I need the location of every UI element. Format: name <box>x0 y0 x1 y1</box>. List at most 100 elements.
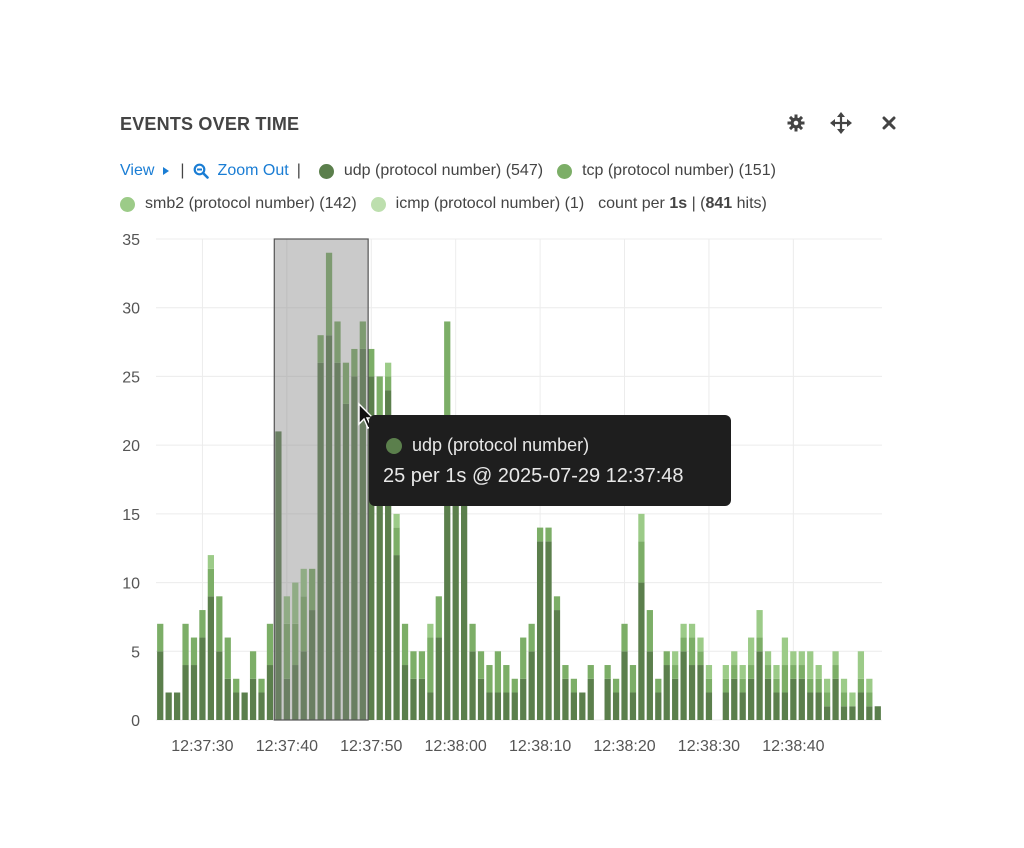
bar-segment[interactable] <box>756 610 763 638</box>
bar-segment[interactable] <box>815 678 822 693</box>
bar-segment[interactable] <box>342 362 350 404</box>
bar-segment[interactable] <box>587 665 594 679</box>
bar-segment[interactable] <box>790 651 797 666</box>
bar-segment[interactable] <box>469 623 476 652</box>
bar-segment[interactable] <box>790 678 797 720</box>
bar-segment[interactable] <box>503 665 510 693</box>
bar-segment[interactable] <box>249 651 257 679</box>
bar-segment[interactable] <box>874 706 881 720</box>
bar-segment[interactable] <box>697 651 704 666</box>
bar-segment[interactable] <box>418 678 426 720</box>
bar-segment[interactable] <box>199 610 206 638</box>
bar-segment[interactable] <box>857 678 865 693</box>
bar-segment[interactable] <box>638 513 645 542</box>
bar-segment[interactable] <box>207 555 214 569</box>
legend-item-tcp[interactable]: tcp (protocol number) (151) <box>557 162 776 180</box>
bar-segment[interactable] <box>300 651 307 720</box>
bar-segment[interactable] <box>866 692 873 707</box>
bar-segment[interactable] <box>376 445 383 720</box>
bar-segment[interactable] <box>292 582 299 624</box>
bar-segment[interactable] <box>570 692 577 720</box>
bar-segment[interactable] <box>781 665 789 693</box>
bar-segment[interactable] <box>528 623 535 652</box>
bar-segment[interactable] <box>849 706 856 720</box>
bar-segment[interactable] <box>385 362 392 377</box>
bar-segment[interactable] <box>705 692 713 720</box>
bar-segment[interactable] <box>748 665 755 679</box>
bar-segment[interactable] <box>857 651 865 679</box>
legend-item-udp[interactable]: udp (protocol number) (547) <box>318 162 543 180</box>
bar-segment[interactable] <box>190 637 198 666</box>
bar-segment[interactable] <box>553 596 561 611</box>
bar-segment[interactable] <box>672 678 679 720</box>
bar-segment[interactable] <box>798 665 805 679</box>
bar-segment[interactable] <box>173 692 181 720</box>
bar-segment[interactable] <box>435 596 442 638</box>
bar-segment[interactable] <box>511 678 518 693</box>
bar-segment[interactable] <box>773 692 780 720</box>
bar-segment[interactable] <box>503 692 510 720</box>
bar-segment[interactable] <box>376 376 383 446</box>
bar-segment[interactable] <box>731 665 738 679</box>
bar-segment[interactable] <box>385 390 392 720</box>
bar-segment[interactable] <box>157 651 164 720</box>
bar-segment[interactable] <box>334 321 341 363</box>
bar-segment[interactable] <box>798 651 805 666</box>
bar-segment[interactable] <box>224 637 231 679</box>
bar-segment[interactable] <box>832 651 839 666</box>
bar-segment[interactable] <box>781 637 789 666</box>
bar-segment[interactable] <box>832 665 839 679</box>
bar-segment[interactable] <box>612 678 620 693</box>
bar-segment[interactable] <box>241 692 248 720</box>
bar-segment[interactable] <box>570 678 577 693</box>
bar-segment[interactable] <box>722 678 729 693</box>
bar-segment[interactable] <box>824 706 831 720</box>
bar-segment[interactable] <box>840 692 848 707</box>
bar-segment[interactable] <box>748 678 755 720</box>
bar-segment[interactable] <box>731 651 738 666</box>
bar-segment[interactable] <box>536 527 544 542</box>
bar-segment[interactable] <box>680 651 687 720</box>
bar-segment[interactable] <box>317 362 324 720</box>
bar-segment[interactable] <box>283 596 290 624</box>
bar-segment[interactable] <box>368 348 375 377</box>
bar-segment[interactable] <box>866 706 873 720</box>
bar-segment[interactable] <box>300 596 307 652</box>
bar-segment[interactable] <box>866 678 873 693</box>
bar-segment[interactable] <box>739 665 746 679</box>
bar-segment[interactable] <box>325 252 333 336</box>
bar-segment[interactable] <box>258 692 265 720</box>
bar-segment[interactable] <box>275 431 282 720</box>
bar-segment[interactable] <box>249 678 257 720</box>
bar-segment[interactable] <box>216 596 223 652</box>
bar-segment[interactable] <box>283 678 290 720</box>
bar-segment[interactable] <box>435 637 442 720</box>
bar-segment[interactable] <box>182 623 189 666</box>
bar-segment[interactable] <box>840 706 848 720</box>
bar-segment[interactable] <box>520 637 527 679</box>
bar-segment[interactable] <box>309 568 316 611</box>
bar-segment[interactable] <box>477 651 485 679</box>
bar-segment[interactable] <box>393 555 400 720</box>
bar-segment[interactable] <box>815 692 822 720</box>
bar-segment[interactable] <box>646 651 653 720</box>
bar-segment[interactable] <box>444 321 451 446</box>
bar-segment[interactable] <box>385 376 392 391</box>
bar-segment[interactable] <box>604 665 611 679</box>
bar-segment[interactable] <box>266 623 274 666</box>
bar-segment[interactable] <box>739 678 746 693</box>
bar-segment[interactable] <box>697 637 704 652</box>
bar-segment[interactable] <box>790 665 797 679</box>
bar-segment[interactable] <box>494 651 502 693</box>
bar-segment[interactable] <box>764 651 772 666</box>
bar-segment[interactable] <box>258 678 265 693</box>
bar-segment[interactable] <box>849 692 856 707</box>
bar-segment[interactable] <box>477 678 485 720</box>
close-icon[interactable] <box>878 112 900 134</box>
bar-segment[interactable] <box>190 665 198 720</box>
bar-segment[interactable] <box>672 665 679 679</box>
bar-segment[interactable] <box>680 623 687 638</box>
bar-segment[interactable] <box>317 335 324 363</box>
bar-segment[interactable] <box>427 692 434 720</box>
bar-segment[interactable] <box>469 651 476 720</box>
